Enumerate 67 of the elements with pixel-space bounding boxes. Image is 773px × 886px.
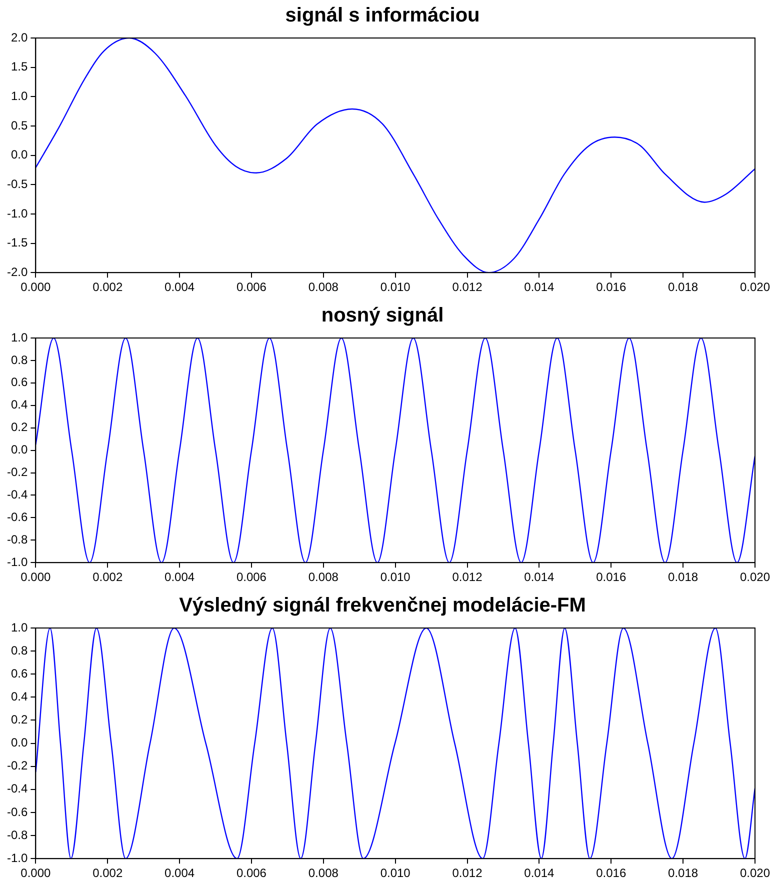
chart-title: nosný signál	[321, 304, 444, 327]
x-tick-label: 0.008	[308, 866, 339, 880]
y-tick-label: 1.0	[10, 330, 28, 344]
x-tick-label: 0.010	[380, 280, 411, 294]
x-tick-label: 0.002	[92, 570, 123, 584]
x-tick-label: 0.000	[20, 570, 52, 584]
y-tick-label: -2.0	[6, 264, 28, 279]
x-tick-label: 0.002	[92, 280, 123, 294]
y-tick-label: -0.4	[6, 488, 28, 502]
x-tick-label: 0.008	[308, 280, 339, 294]
x-tick-label: 0.018	[668, 570, 698, 584]
x-tick-label: 0.002	[92, 866, 123, 880]
x-tick-label: 0.000	[20, 280, 52, 294]
y-tick-label: 0.2	[10, 712, 28, 727]
y-tick-label: -1.0	[6, 850, 28, 865]
y-tick-label: -0.6	[6, 804, 28, 819]
x-tick-label: 0.006	[236, 866, 267, 880]
chart-title: Výsledný signál frekvenčnej modelácie-FM	[179, 594, 586, 617]
x-tick-label: 0.004	[164, 280, 195, 294]
x-tick-label: 0.014	[524, 866, 555, 880]
x-tick-label: 0.012	[452, 866, 483, 880]
y-tick-label: 0.4	[10, 689, 28, 704]
y-tick-label: 1.0	[10, 88, 28, 103]
y-tick-label: 0.0	[10, 442, 28, 457]
x-tick-label: 0.004	[164, 866, 195, 880]
x-tick-label: 0.000	[20, 866, 52, 880]
x-tick-label: 0.020	[740, 570, 770, 584]
y-tick-label: -0.2	[6, 758, 28, 773]
y-tick-label: 0.0	[10, 148, 28, 162]
x-tick-label: 0.020	[740, 866, 770, 880]
x-tick-label: 0.012	[452, 280, 483, 294]
y-tick-label: 2.0	[10, 30, 28, 44]
y-tick-label: 0.5	[10, 118, 28, 132]
y-tick-label: -0.2	[6, 465, 28, 480]
x-tick-label: 0.016	[596, 570, 626, 584]
x-tick-label: 0.010	[380, 570, 411, 584]
x-tick-label: 0.020	[740, 280, 770, 294]
x-tick-label: 0.012	[452, 570, 483, 584]
y-tick-label: -0.4	[6, 782, 28, 796]
x-tick-label: 0.006	[236, 570, 267, 584]
y-tick-label: 0.8	[10, 643, 28, 658]
y-tick-label: 0.4	[10, 398, 28, 412]
y-tick-label: 0.8	[10, 352, 28, 367]
y-tick-label: -1.5	[6, 236, 28, 250]
y-tick-label: 1.0	[10, 620, 28, 634]
y-tick-label: -0.5	[6, 176, 28, 191]
y-tick-label: 1.5	[10, 60, 28, 74]
x-tick-label: 0.008	[308, 570, 339, 584]
x-tick-label: 0.010	[380, 866, 411, 880]
y-tick-label: -1.0	[6, 206, 28, 220]
x-tick-label: 0.004	[164, 570, 195, 584]
x-tick-label: 0.014	[524, 570, 555, 584]
y-tick-label: -1.0	[6, 554, 28, 569]
x-tick-label: 0.018	[668, 280, 698, 294]
chart-title: signál s informáciou	[285, 4, 480, 27]
x-tick-label: 0.018	[668, 866, 698, 880]
y-tick-label: -0.8	[6, 532, 28, 546]
x-tick-label: 0.006	[236, 280, 267, 294]
y-tick-label: 0.2	[10, 420, 28, 434]
y-tick-label: -0.8	[6, 828, 28, 842]
x-tick-label: 0.016	[596, 866, 626, 880]
y-tick-label: 0.0	[10, 736, 28, 750]
y-tick-label: -0.6	[6, 510, 28, 524]
y-tick-label: 0.6	[10, 375, 28, 390]
x-tick-label: 0.014	[524, 280, 555, 294]
y-tick-label: 0.6	[10, 666, 28, 680]
x-tick-label: 0.016	[596, 280, 626, 294]
